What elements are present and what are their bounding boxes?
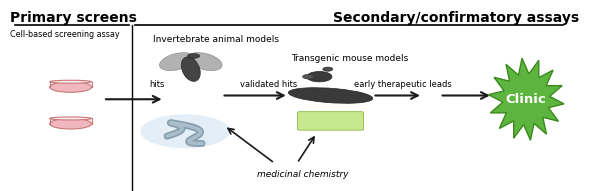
Text: hits: hits: [150, 80, 165, 89]
Text: early therapeutic leads: early therapeutic leads: [354, 80, 452, 89]
Ellipse shape: [181, 57, 200, 81]
Ellipse shape: [50, 117, 92, 120]
Text: Clinic: Clinic: [506, 93, 546, 106]
Ellipse shape: [288, 88, 373, 103]
Text: Transgenic mouse models: Transgenic mouse models: [291, 54, 409, 63]
Text: Invertebrate animal models: Invertebrate animal models: [153, 35, 279, 44]
Text: Secondary/confirmatory assays: Secondary/confirmatory assays: [333, 11, 580, 25]
Ellipse shape: [50, 118, 92, 129]
Text: validated hits: validated hits: [240, 80, 298, 89]
Text: Primary screens: Primary screens: [10, 11, 137, 25]
Ellipse shape: [50, 82, 92, 92]
Text: medicinal chemistry: medicinal chemistry: [257, 170, 349, 179]
Polygon shape: [488, 58, 564, 140]
Ellipse shape: [302, 74, 314, 79]
Ellipse shape: [307, 71, 332, 82]
Ellipse shape: [50, 80, 92, 83]
Ellipse shape: [140, 114, 230, 148]
Text: Cell-based screening assay: Cell-based screening assay: [10, 30, 120, 39]
Ellipse shape: [187, 53, 222, 71]
Ellipse shape: [187, 54, 200, 58]
FancyBboxPatch shape: [298, 112, 363, 130]
Ellipse shape: [323, 67, 333, 71]
Ellipse shape: [160, 53, 194, 71]
